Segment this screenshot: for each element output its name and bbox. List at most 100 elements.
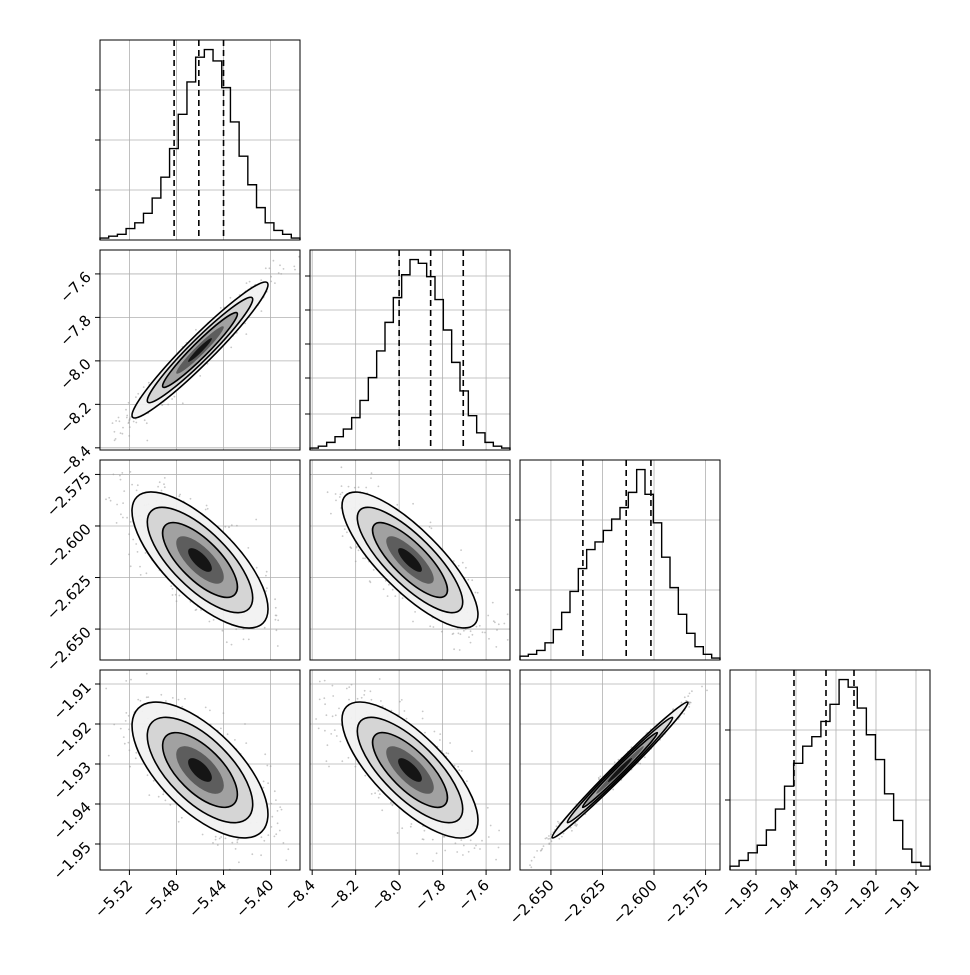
scatter-point	[683, 713, 686, 715]
scatter-point	[345, 687, 348, 690]
y-tick-label: −1.91	[50, 678, 95, 723]
hist-panel-3	[725, 669, 931, 871]
scatter-point	[335, 735, 338, 737]
hist-panel-0	[95, 39, 301, 241]
scatter-point	[204, 508, 207, 511]
panel-content	[105, 672, 324, 870]
scatter-point	[541, 847, 544, 850]
scatter-point	[147, 696, 150, 698]
scatter-point	[171, 398, 174, 400]
scatter-point	[339, 493, 342, 496]
scatter-point	[145, 572, 148, 575]
scatter-point	[424, 731, 426, 734]
x-tick-label: −1.93	[798, 876, 843, 921]
scatter-point	[423, 829, 426, 832]
scatter-point	[270, 275, 272, 278]
scatter-point	[451, 633, 454, 635]
scatter-point	[296, 707, 298, 709]
scatter-point	[136, 551, 139, 553]
scatter-point	[348, 686, 351, 688]
scatter-point	[459, 633, 462, 636]
y-tick-label: −8.0	[56, 355, 94, 393]
scatter-point	[126, 516, 128, 519]
scatter-point	[453, 648, 455, 651]
scatter-point	[128, 426, 131, 428]
scatter-point	[643, 756, 646, 759]
scatter-point	[124, 720, 127, 722]
scatter-point	[274, 606, 277, 609]
scatter-point	[234, 848, 237, 850]
scatter-point	[157, 485, 160, 488]
y-tick-label: −1.92	[50, 718, 95, 763]
scatter-point	[123, 742, 126, 745]
scatter-point	[180, 816, 183, 819]
scatter-point	[354, 765, 357, 768]
y-tick-label: −1.93	[50, 758, 95, 803]
density-level	[188, 338, 212, 362]
scatter-point	[142, 386, 145, 388]
scatter-point	[341, 491, 344, 494]
scatter-point	[465, 566, 467, 569]
scatter-point	[350, 683, 353, 686]
hist-panel-2	[515, 459, 721, 661]
scatter-point	[341, 760, 344, 763]
scatter-point	[550, 840, 553, 843]
panel-content	[310, 466, 509, 651]
scatter-point	[260, 310, 263, 312]
scatter-point	[414, 611, 416, 613]
scatter-point	[236, 841, 239, 844]
scatter-point	[598, 778, 600, 781]
contour-line	[566, 716, 674, 824]
scatter-point	[255, 566, 258, 569]
scatter-point	[544, 837, 547, 840]
scatter-point	[431, 838, 434, 841]
hist-frame	[99, 39, 301, 241]
contour-line	[131, 701, 269, 839]
scatter-point	[370, 698, 373, 701]
scatter-point	[440, 630, 443, 633]
scatter-point	[105, 687, 108, 690]
scatter-point	[163, 486, 166, 489]
scatter-point	[354, 560, 357, 563]
scatter-point	[265, 570, 268, 573]
scatter-point	[322, 793, 324, 795]
scatter-point	[189, 497, 192, 500]
scatter-point	[247, 638, 250, 641]
scatter-point	[139, 699, 142, 702]
density-level	[398, 758, 422, 782]
scatter-point	[237, 838, 240, 841]
scatter-point	[331, 684, 334, 687]
x-tick-label: −5.52	[91, 876, 136, 921]
scatter-point	[267, 834, 270, 836]
scatter-point	[113, 723, 116, 726]
scatter-point	[462, 844, 465, 847]
scatter-point	[128, 533, 131, 536]
scatter-point	[340, 485, 343, 487]
scatter-point	[325, 760, 328, 763]
scatter-point	[270, 280, 273, 283]
scatter-point	[332, 695, 335, 697]
scatter-point	[122, 426, 124, 429]
scatter-point	[370, 793, 373, 795]
scatter-point	[158, 481, 161, 484]
scatter-point	[343, 528, 346, 530]
scatter-point	[147, 381, 150, 384]
scatter-point	[128, 435, 131, 437]
scatter-point	[115, 522, 118, 524]
scatter-point	[181, 705, 184, 708]
scatter-point	[730, 658, 732, 660]
scatter-point	[220, 727, 222, 730]
scatter-point	[597, 776, 600, 779]
scatter-point	[308, 666, 310, 668]
x-tick-label: −8.2	[324, 876, 362, 914]
scatter-point	[328, 765, 330, 768]
scatter-point	[228, 526, 230, 529]
scatter-point	[489, 824, 492, 827]
scatter-point	[270, 826, 273, 828]
scatter-point	[278, 829, 281, 832]
scatter-point	[613, 761, 616, 764]
scatter-point	[273, 835, 276, 838]
scatter-point	[160, 489, 163, 492]
scatter-point	[723, 665, 725, 667]
